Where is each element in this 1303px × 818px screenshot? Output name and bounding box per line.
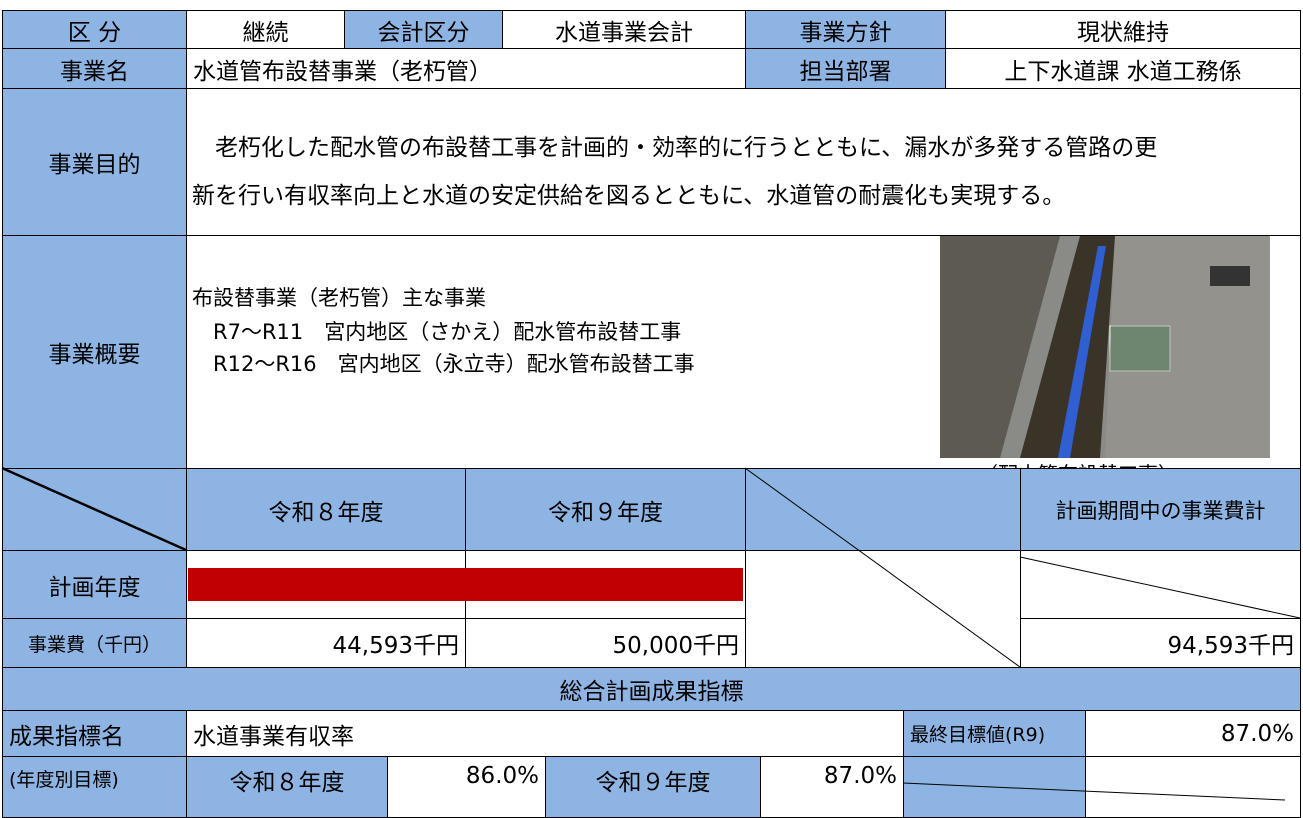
diagonals [0, 0, 1303, 818]
page: 区 分 継続 会計区分 水道事業会計 事業方針 現状維持 事業名 水道管布設替事… [0, 0, 1303, 818]
